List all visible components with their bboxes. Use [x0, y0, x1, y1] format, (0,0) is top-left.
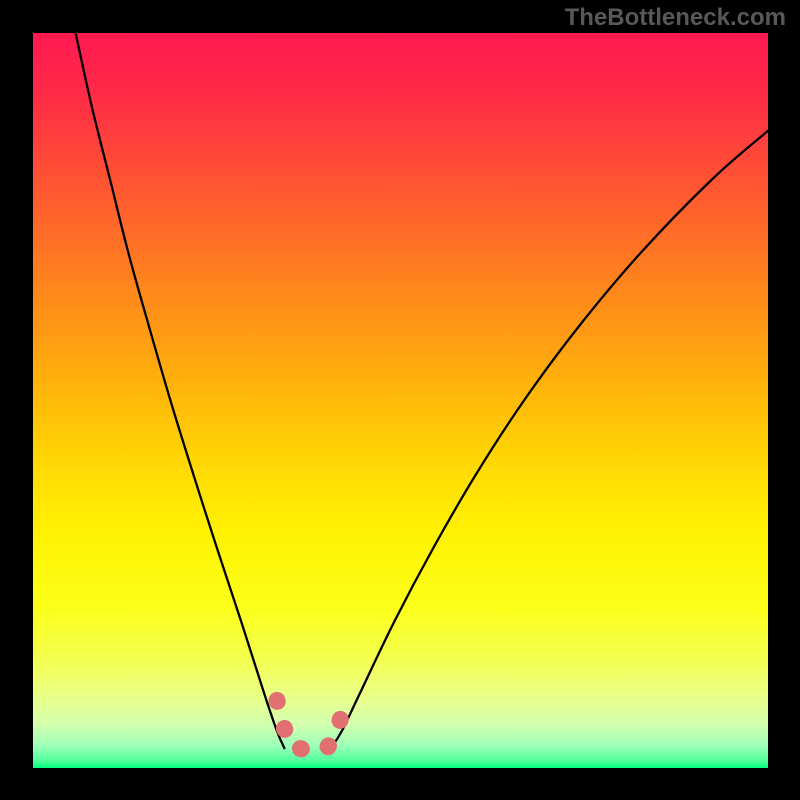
chart-plot-area	[33, 33, 768, 768]
chart-background	[33, 33, 768, 768]
watermark-text: TheBottleneck.com	[565, 4, 786, 32]
